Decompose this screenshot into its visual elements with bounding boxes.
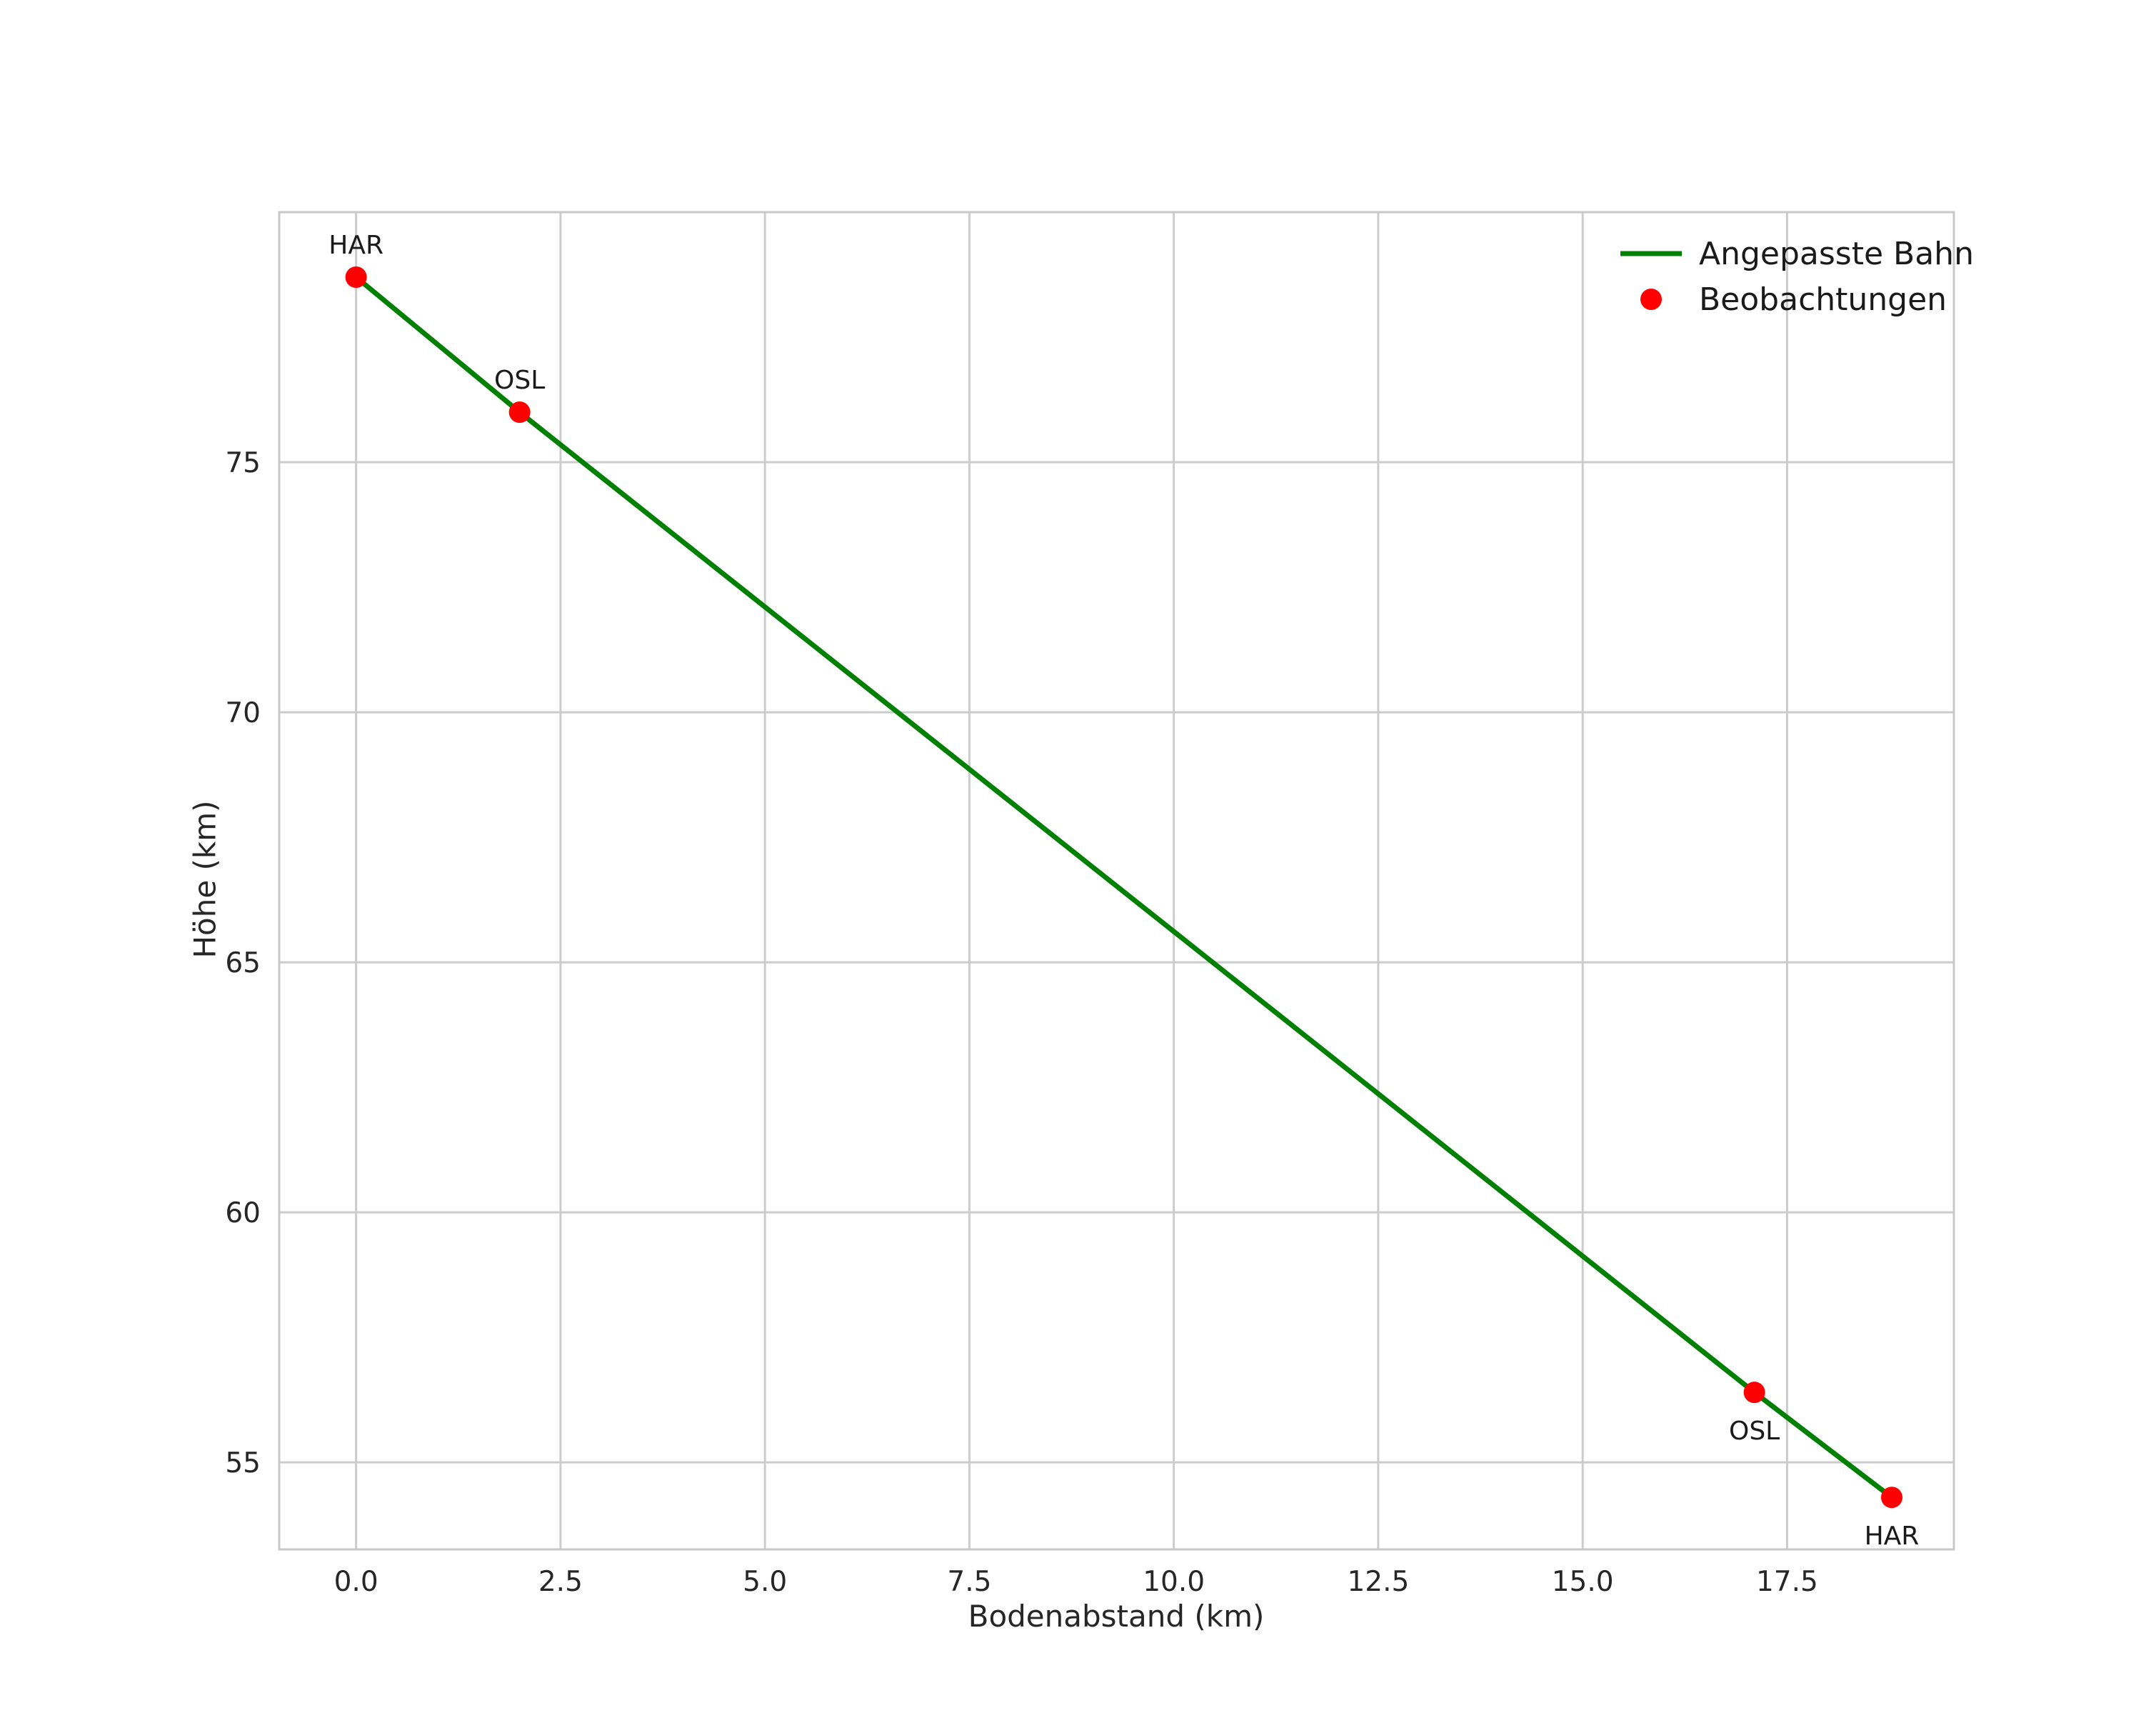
legend-label-observations: Beobachtungen bbox=[1699, 281, 1947, 318]
y-tick-label: 60 bbox=[225, 1197, 261, 1229]
legend-item-fit-line: Angepasste Bahn bbox=[1619, 234, 1974, 274]
observation-swatch-icon bbox=[1640, 289, 1662, 310]
x-tick-label: 10.0 bbox=[1143, 1566, 1205, 1598]
legend-label-fit-line: Angepasste Bahn bbox=[1699, 235, 1974, 272]
y-tick-label: 70 bbox=[225, 697, 261, 729]
observation-point bbox=[508, 401, 531, 424]
x-tick-label: 7.5 bbox=[947, 1566, 991, 1598]
x-tick-label: 15.0 bbox=[1552, 1566, 1614, 1598]
y-tick-label: 75 bbox=[225, 447, 261, 479]
x-tick-label: 2.5 bbox=[538, 1566, 583, 1598]
station-label: HAR bbox=[1865, 1522, 1920, 1551]
observation-point bbox=[1743, 1382, 1765, 1404]
y-tick-label: 65 bbox=[225, 947, 261, 979]
x-tick-label: 5.0 bbox=[743, 1566, 787, 1598]
y-tick-label: 55 bbox=[225, 1447, 261, 1479]
legend-item-observations: Beobachtungen bbox=[1619, 279, 1974, 319]
legend: Angepasste Bahn Beobachtungen bbox=[1619, 234, 1974, 319]
station-label: OSL bbox=[1729, 1417, 1780, 1446]
x-tick-label: 0.0 bbox=[334, 1566, 378, 1598]
fit-line-swatch-icon bbox=[1620, 251, 1682, 256]
x-tick-label: 12.5 bbox=[1347, 1566, 1409, 1598]
x-axis-label: Bodenabstand (km) bbox=[968, 1599, 1265, 1634]
station-label: OSL bbox=[494, 366, 545, 395]
observation-point bbox=[345, 266, 367, 289]
x-tick-label: 17.5 bbox=[1756, 1566, 1818, 1598]
station-label: HAR bbox=[329, 231, 383, 260]
y-axis-label: Höhe (km) bbox=[187, 800, 223, 959]
axes-frame bbox=[278, 211, 1955, 1551]
fit-line bbox=[354, 274, 1895, 1500]
observation-point bbox=[1880, 1487, 1902, 1509]
